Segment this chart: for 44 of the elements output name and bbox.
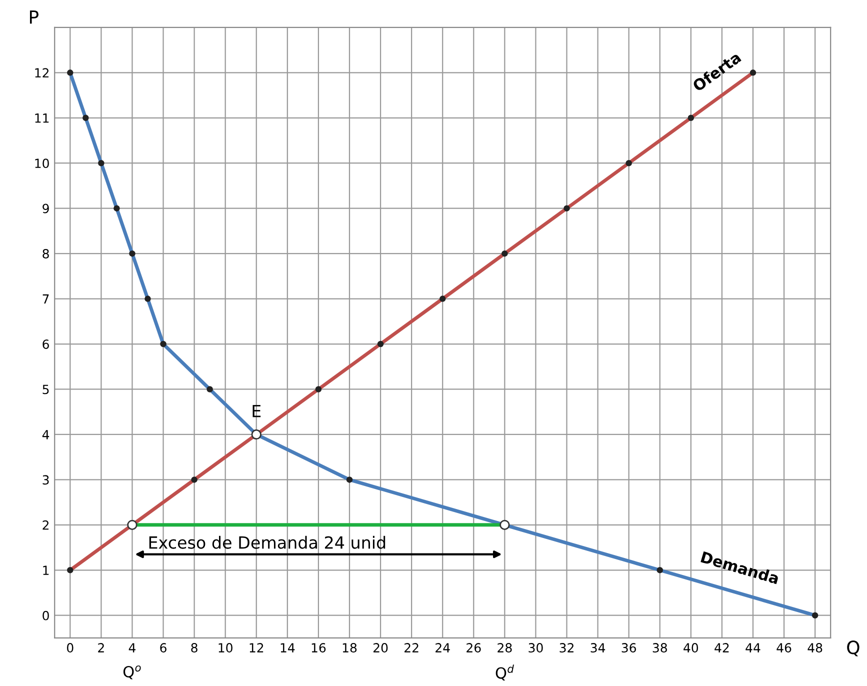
x-tick-label: 12 (250, 643, 264, 652)
y-tick-label: 0 (42, 610, 49, 620)
y-tick-label: 2 (42, 520, 49, 530)
annotation: Exceso de Demanda 24 unid (149, 536, 386, 549)
y-tick-label: 4 (42, 430, 50, 440)
y-tick-label: 11 (35, 114, 49, 123)
x-tick-label: 30 (528, 643, 543, 653)
y-tick-label: 3 (42, 475, 49, 485)
x-tick-label: 18 (342, 643, 357, 653)
y-tick-label: 7 (42, 294, 49, 304)
x-tick-label: 16 (312, 643, 326, 653)
x-tick-label: 6 (160, 643, 166, 653)
x-tick-label: 2 (98, 643, 104, 652)
x-tick-label: 46 (776, 643, 792, 653)
x-tick-label: 48 (808, 643, 822, 653)
y-tick-label: 1 (43, 566, 49, 575)
text: Q$^{o}$ (123, 665, 141, 680)
y-tick-label: 10 (35, 158, 49, 168)
text: Q$^{d}$ (496, 664, 514, 681)
x-tick-label: 34 (590, 643, 606, 653)
y-tick-label: 5 (42, 384, 49, 394)
x-tick-label: 28 (498, 643, 512, 653)
x-tick-label: 38 (652, 643, 667, 653)
y-tick-label: 8 (42, 249, 49, 258)
x-tick-label: 40 (684, 643, 698, 653)
y-axis-title: P (30, 10, 38, 24)
x-tick-label: 4 (128, 643, 136, 652)
x-tick-label: 8 (191, 643, 198, 653)
x-tick-label: 14 (280, 643, 295, 652)
x-tick-label: 42 (714, 643, 729, 652)
annotation: E (252, 404, 261, 418)
x-tick-label: 32 (560, 643, 574, 653)
x-tick-label: 26 (466, 643, 481, 653)
x-tick-label: 10 (218, 643, 232, 653)
y-tick-label: 6 (42, 339, 49, 349)
x-tick-label: 0 (66, 643, 74, 653)
x-axis-title: Q (847, 640, 860, 656)
y-tick-label: 9 (42, 204, 49, 214)
x-tick-label: 20 (373, 643, 388, 653)
y-tick-label: 12 (35, 68, 49, 78)
x-tick-label: 44 (746, 643, 760, 652)
x-tick-label: 36 (622, 643, 636, 653)
x-tick-label: 22 (404, 643, 418, 652)
x-tick-label: 24 (436, 643, 450, 652)
